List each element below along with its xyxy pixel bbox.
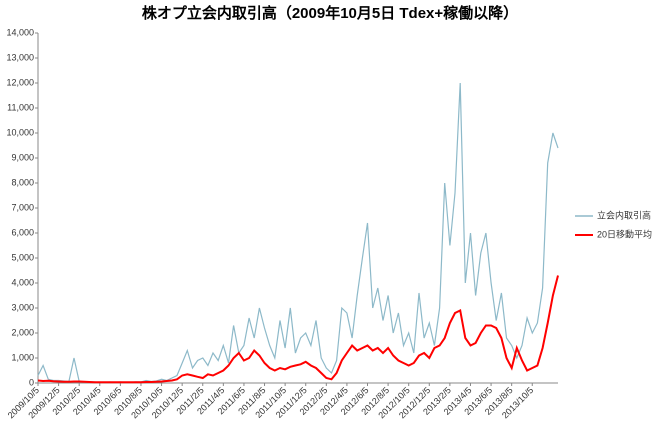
y-tick-label: 0 (29, 377, 34, 387)
y-tick-label: 1,000 (11, 352, 34, 362)
y-tick-label: 8,000 (11, 177, 34, 187)
y-tick-label: 7,000 (11, 202, 34, 212)
y-tick-label: 5,000 (11, 252, 34, 262)
y-tick-label: 4,000 (11, 277, 34, 287)
y-tick-label: 6,000 (11, 227, 34, 237)
y-tick-label: 11,000 (7, 102, 34, 112)
y-tick-label: 2,000 (11, 327, 34, 337)
legend-label: 20日移動平均 (597, 228, 652, 239)
y-tick-label: 14,000 (6, 27, 34, 37)
y-tick-label: 13,000 (6, 52, 34, 62)
y-tick-label: 3,000 (11, 302, 34, 312)
series-line (37, 82, 559, 383)
chart-title: 株オプ立会内取引高（2009年10月5日 Tdex+稼働以降） (142, 4, 518, 22)
y-tick-label: 9,000 (11, 152, 34, 162)
legend-label: 立会内取引高 (597, 209, 651, 220)
y-tick-label: 12,000 (6, 77, 34, 87)
series-line (37, 275, 559, 384)
y-tick-label: 10,000 (6, 127, 34, 137)
